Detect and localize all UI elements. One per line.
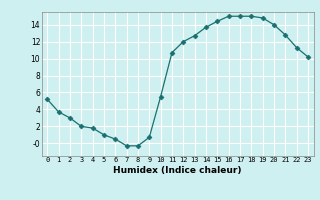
X-axis label: Humidex (Indice chaleur): Humidex (Indice chaleur) [113,166,242,175]
